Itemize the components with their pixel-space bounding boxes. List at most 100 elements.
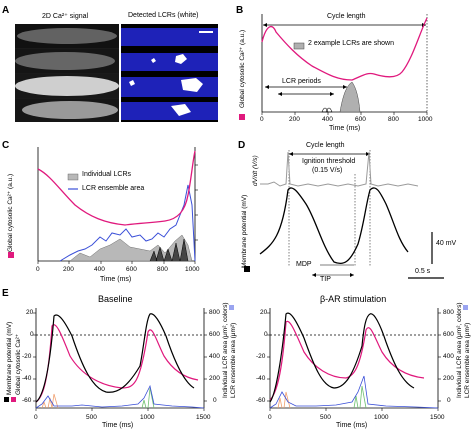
panel-c-xtick-200: 200 [63, 266, 74, 273]
panel-e-stim-xtick-1000: 1000 [374, 414, 389, 421]
panel-d-tip: TIP [320, 276, 331, 283]
panel-e-stim-lcr-colors [277, 391, 291, 409]
panel-d-scale-t: 0.5 s [415, 268, 431, 275]
example-lcr-grey [339, 81, 361, 113]
panel-b-xtick-400: 400 [322, 116, 333, 123]
panel-c-xtick-800: 800 [157, 266, 168, 273]
panel-e-stim-chart [267, 308, 441, 411]
panel-b-letter: B [236, 5, 244, 16]
panel-c-ylabel: Global cytosolic Ca²⁺ (a.u.) [7, 173, 14, 252]
panel-d-ignition-value: (0.15 V/s) [312, 167, 343, 174]
panel-e-rtick-400: 400 [209, 353, 220, 360]
panel-a-left-title: 2D Ca²⁺ signal [42, 13, 89, 20]
panel-b-cycle-length: Cycle length [327, 13, 366, 20]
panel-e-stim-ytick-neg20: -20 [256, 353, 266, 360]
panel-e-stim-ensemble [269, 375, 439, 409]
panel-e-stim-ylabel-right: Individual LCR area (μm², colors) [456, 302, 463, 399]
panel-b-legend-swatch [293, 42, 305, 50]
panel-e-stim-ytick-20: 20 [260, 309, 268, 316]
panel-c-xtick-600: 600 [126, 266, 137, 273]
lcr-detection-image [121, 24, 218, 122]
calcium-image-grayscale [15, 24, 119, 122]
panel-d-membrane-trace [259, 187, 409, 265]
panel-e-left-title: Baseline [98, 294, 133, 304]
panel-b-xlabel: Time (ms) [329, 125, 361, 132]
panel-a-right-title: Detected LCRs (white) [128, 12, 199, 19]
panel-b-lcr-periods: LCR periods [282, 78, 321, 85]
panel-a-letter: A [2, 5, 10, 16]
panel-e-ytick-neg20: -20 [22, 353, 32, 360]
panel-e-baseline-ensemble [35, 384, 205, 409]
panel-e-ytick-neg60: -60 [22, 397, 32, 404]
panel-e-ylabel-right2: LCR ensemble area (μm²) [230, 322, 237, 398]
panel-d-dvdt-trace [260, 151, 419, 187]
panel-c-letter: C [2, 140, 10, 151]
panel-b-xtick-0: 0 [260, 116, 264, 123]
panel-e-swatch-magenta [11, 397, 16, 402]
panel-e-stim-rtick-0: 0 [447, 397, 451, 404]
panel-d-ignition-threshold: Ignition threshold [302, 158, 356, 165]
panel-d-letter: D [238, 140, 246, 151]
panel-e-stim-ylabel-right2: LCR ensemble area (μm²) [464, 322, 471, 398]
panel-e-stim-rtick-600: 600 [443, 331, 454, 338]
panel-d-mdp: MDP [296, 261, 312, 268]
panel-e-ytick-20: 20 [26, 309, 34, 316]
panel-c-legend-square [8, 252, 14, 258]
panel-e-xtick-1000: 1000 [140, 414, 155, 421]
panel-e-letter: E [2, 288, 9, 299]
panel-c-xlabel: Time (ms) [100, 276, 132, 283]
panel-e-rtick-600: 600 [209, 331, 220, 338]
panel-e-stim-rtick-400: 400 [443, 353, 454, 360]
panel-e-ylabel-right: Individual LCR area (μm², colors) [222, 302, 229, 399]
panel-b-legend-square [239, 114, 245, 120]
panel-b-legend: 2 example LCRs are shown [308, 40, 394, 47]
panel-d-legend-square [244, 266, 250, 272]
panel-e-stim-swatch-blue [463, 305, 468, 310]
panel-e-xtick-500: 500 [86, 414, 97, 421]
panel-e-xtick-0: 0 [34, 414, 38, 421]
panel-e-stim-lcr-colors-2 [353, 385, 367, 409]
panel-e-ytick-0: 0 [30, 331, 34, 338]
panel-e-swatch-blue [229, 305, 234, 310]
panel-e-stim-mp [269, 312, 415, 403]
panel-c-xtick-1000: 1000 [185, 266, 200, 273]
panel-e-xlabel-right: Time (ms) [336, 422, 368, 429]
panel-c-chart [37, 147, 198, 264]
panel-c-legend-ensemble: LCR ensemble area [82, 185, 145, 192]
panel-e-ylabel-left2: Global cytosolic Ca²⁺ [15, 333, 22, 395]
lcr-detection-svg [121, 28, 218, 120]
panel-e-baseline-chart [33, 308, 207, 411]
panel-e-stim-ytick-0: 0 [264, 331, 268, 338]
panel-d-chart [259, 150, 444, 279]
panel-e-stim-rtick-800: 800 [443, 309, 454, 316]
panel-b-xtick-1000: 1000 [418, 116, 433, 123]
panel-e-baseline-lcr-colors-2 [141, 387, 155, 409]
panel-e-baseline-mp [35, 313, 195, 403]
panel-e-rtick-200: 200 [209, 375, 220, 382]
panel-e-stim-rtick-200: 200 [443, 375, 454, 382]
panel-b-ylabel: Global cytosolic Ca²⁺ (a.u.) [239, 29, 246, 108]
panel-e-xlabel-left: Time (ms) [102, 422, 134, 429]
panel-d-cycle-length: Cycle length [306, 142, 345, 149]
panel-b-chart [261, 14, 428, 115]
panel-e-stim-xtick-500: 500 [320, 414, 331, 421]
panel-e-ytick-neg40: -40 [22, 375, 32, 382]
panel-e-stim-xtick-0: 0 [268, 414, 272, 421]
panel-c-legend-individual: Individual LCRs [82, 171, 132, 178]
panel-c-legend-grey [67, 173, 79, 181]
panel-c-xtick-400: 400 [94, 266, 105, 273]
panel-e-ylabel-left: Membrane potential (mV) [6, 321, 13, 395]
panel-e-rtick-800: 800 [209, 309, 220, 316]
panel-e-swatch-black [4, 397, 9, 402]
panel-e-stim-ca [269, 320, 425, 401]
panel-b-ca-curve [261, 17, 428, 81]
panel-e-rtick-0: 0 [213, 397, 217, 404]
panel-d-ylabel: Membrane potential (mV) [241, 194, 248, 268]
panel-e-xtick-1500: 1500 [196, 414, 211, 421]
panel-b-xtick-800: 800 [388, 116, 399, 123]
panel-e-stim-ytick-neg40: -40 [256, 375, 266, 382]
panel-b-xticks [261, 112, 428, 115]
panel-d-scale-v: 40 mV [436, 240, 457, 247]
panel-b-xtick-600: 600 [355, 116, 366, 123]
panel-b-xtick-200: 200 [289, 116, 300, 123]
